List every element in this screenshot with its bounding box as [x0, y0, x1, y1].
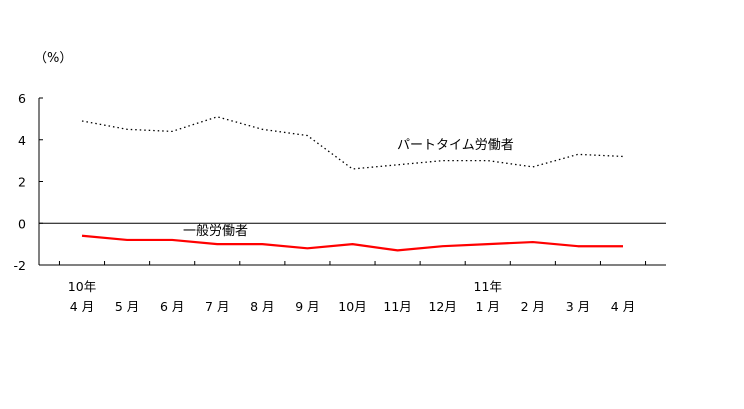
- x-tick-label: 4 月: [611, 299, 635, 314]
- axes: [38, 97, 666, 266]
- x-tick-label: 1 月: [476, 299, 500, 314]
- x-tick-label: 9 月: [295, 299, 319, 314]
- x-tick-label: 2 月: [521, 299, 545, 314]
- series-line-part-time: [81, 116, 624, 170]
- y-tick-label: 4: [18, 133, 26, 148]
- series-line-general: [81, 234, 623, 252]
- y-tick-label: 2: [18, 175, 26, 190]
- x-tick-label: 4 月: [70, 299, 94, 314]
- y-tick-labels: 6 4 2 0 -2: [14, 91, 27, 273]
- y-tick-label: -2: [14, 258, 26, 273]
- x-tick-label: 8 月: [250, 299, 274, 314]
- series-label-general: 一般労働者: [183, 223, 248, 239]
- x-tick-label: 6 月: [160, 299, 184, 314]
- y-unit-label: （%）: [34, 51, 72, 66]
- x-tick-label: 5 月: [115, 299, 139, 314]
- series-lines: [81, 116, 624, 252]
- x-tick-label: 3 月: [566, 299, 590, 314]
- x-tick-labels: 4 月 5 月 6 月 7 月 8 月 9 月 10月 11月 12月 1 月 2 月 3 月 4 月 1…: [68, 279, 635, 314]
- x-tick-label: 11月: [383, 299, 411, 314]
- y-tick-label: 0: [18, 216, 26, 231]
- x-tick-label: 7 月: [205, 299, 229, 314]
- series-label-part-time: パートタイム労働者: [397, 138, 514, 153]
- x-year-label: 10年: [68, 279, 96, 294]
- x-year-label: 11年: [474, 279, 502, 294]
- x-tick-label: 10月: [338, 299, 366, 314]
- y-tick-label: 6: [18, 91, 26, 106]
- x-tick-label: 12月: [428, 299, 456, 314]
